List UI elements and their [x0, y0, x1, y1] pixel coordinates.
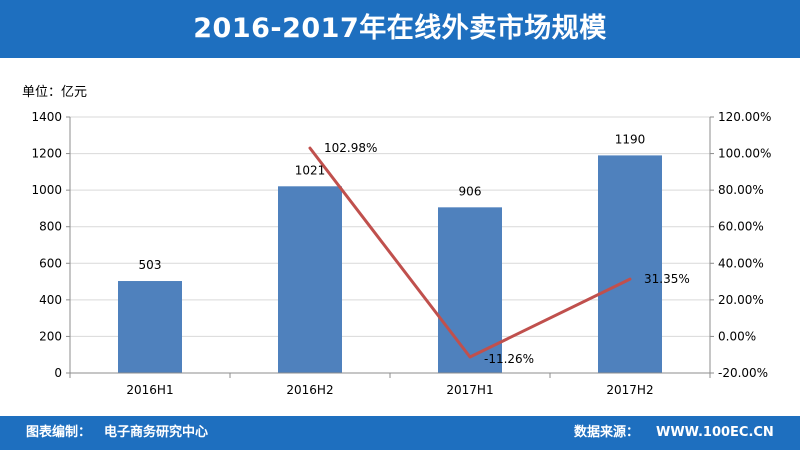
y-tick-label: 0 — [54, 366, 62, 380]
y2-tick-label: 60.00% — [718, 220, 764, 234]
label-layer: 503 1021 906 1190 102.98% -11.26% 31.35% — [139, 132, 690, 366]
growth-data-label: 102.98% — [324, 141, 377, 155]
bar — [598, 155, 662, 373]
y-tick-label: 600 — [39, 256, 62, 270]
y-tick-label: 800 — [39, 220, 62, 234]
y2-tick-label: 120.00% — [718, 110, 771, 124]
growth-line-layer — [308, 146, 632, 359]
bar-layer — [118, 155, 662, 373]
y-tick-label: 400 — [39, 293, 62, 307]
market-size-chart: 0 200 400 600 800 1000 1200 1400 -20.00% 0.00% 20.… — [31, 110, 771, 397]
bar — [438, 207, 502, 373]
page-title: 2016-2017年在线外卖市场规模 — [193, 13, 607, 44]
x-tick-label: 2017H2 — [606, 383, 653, 397]
compiler-label: 图表编制： — [26, 425, 92, 440]
bar-data-label: 1021 — [295, 163, 326, 177]
header-band — [0, 0, 800, 58]
y-tick-label: 1000 — [31, 183, 62, 197]
growth-data-label: 31.35% — [644, 272, 690, 286]
y-tick-label: 200 — [39, 329, 62, 343]
source-value: WWW.100EC.CN — [656, 425, 774, 440]
source-label: 数据来源： — [574, 425, 640, 440]
axis-layer: 0 200 400 600 800 1000 1200 1400 -20.00% 0.00% 20.… — [31, 110, 771, 397]
bar — [278, 186, 342, 373]
y2-tick-label: -20.00% — [718, 366, 768, 380]
x-tick-label: 2016H1 — [126, 383, 173, 397]
x-tick-label: 2016H2 — [286, 383, 333, 397]
unit-label: 单位：亿元 — [22, 85, 88, 100]
y2-tick-label: 0.00% — [718, 329, 756, 343]
footer-band — [0, 416, 800, 450]
x-tick-label: 2017H1 — [446, 383, 493, 397]
bar — [118, 281, 182, 373]
compiler-value: 电子商务研究中心 — [104, 425, 209, 440]
growth-data-label: -11.26% — [484, 352, 534, 366]
y2-tick-label: 20.00% — [718, 293, 764, 307]
y-tick-label: 1400 — [31, 110, 62, 124]
y2-tick-label: 80.00% — [718, 183, 764, 197]
y-tick-label: 1200 — [31, 147, 62, 161]
bar-data-label: 503 — [139, 258, 162, 272]
y2-tick-label: 100.00% — [718, 147, 771, 161]
bar-data-label: 906 — [459, 184, 482, 198]
bar-data-label: 1190 — [615, 132, 646, 146]
y2-tick-label: 40.00% — [718, 256, 764, 270]
